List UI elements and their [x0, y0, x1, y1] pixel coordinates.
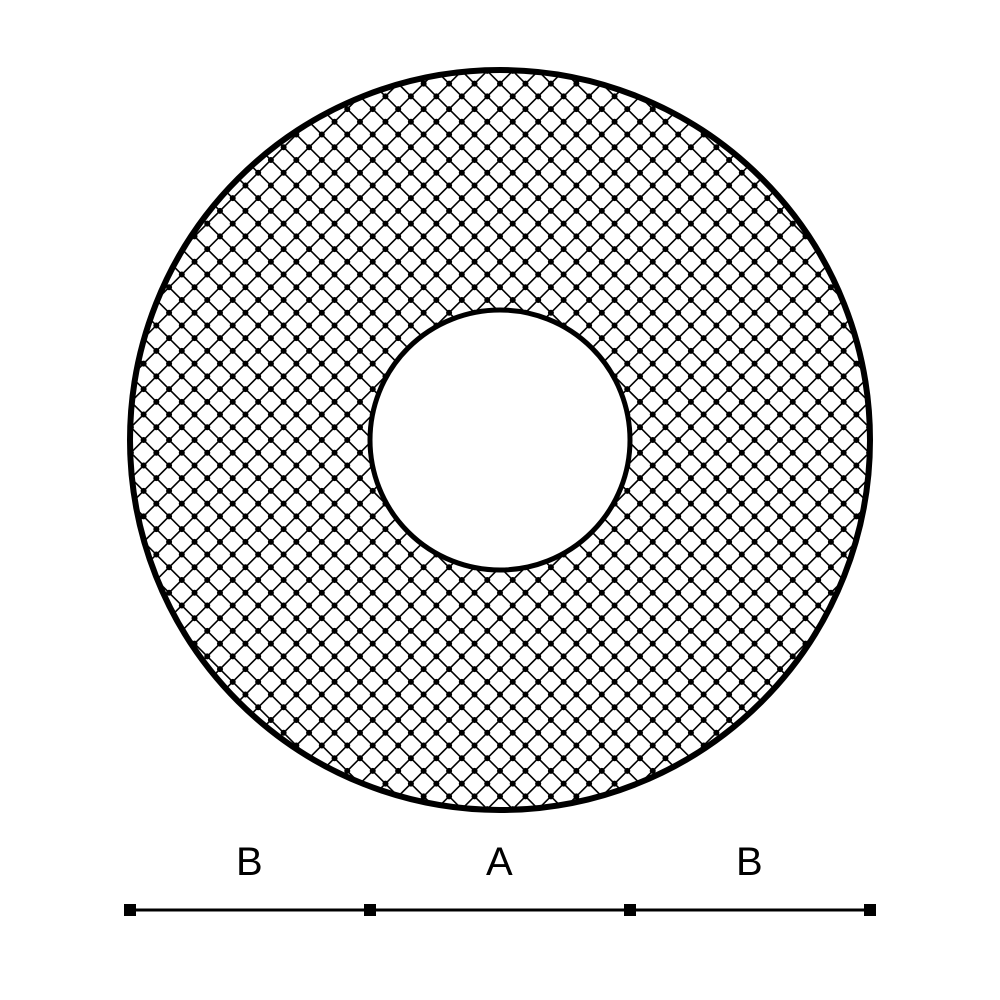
dimension-line	[124, 904, 876, 916]
dimension-label-a: A	[486, 840, 513, 885]
diagram-canvas: B A B	[0, 0, 1000, 1000]
dimension-label-b-right: B	[736, 840, 763, 885]
dimension-label-b-left: B	[236, 840, 263, 885]
